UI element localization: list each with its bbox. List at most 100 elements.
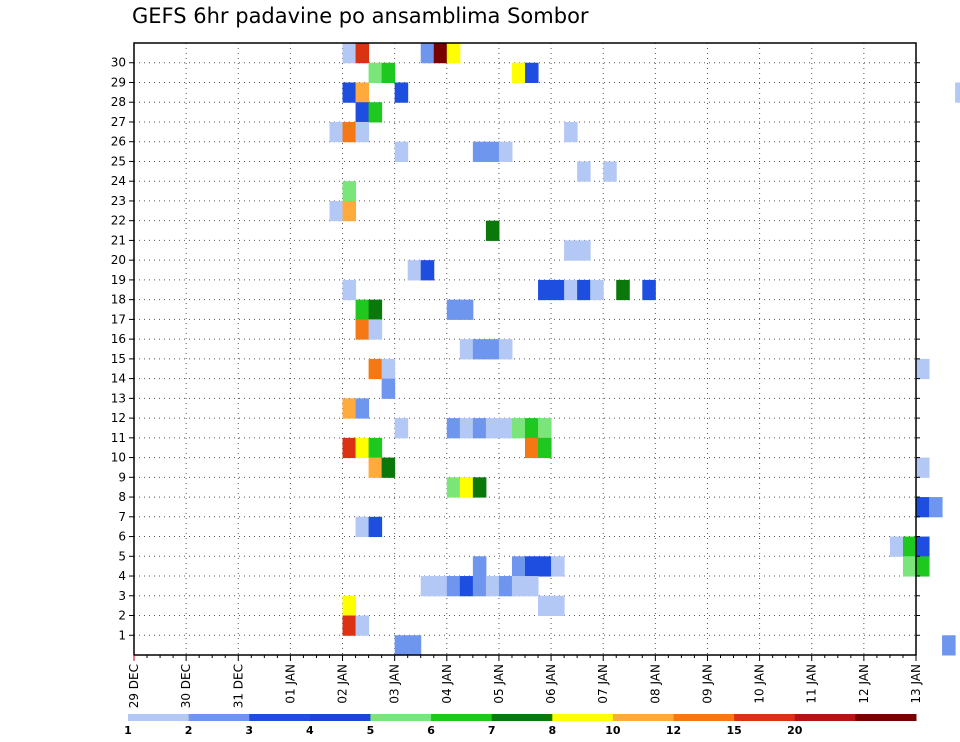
legend-swatch <box>673 714 735 721</box>
y-tick-label: 19 <box>111 273 126 287</box>
heatmap-cell <box>525 556 539 577</box>
heatmap-cell <box>368 358 383 380</box>
heatmap-cell <box>329 121 344 143</box>
legend-swatch <box>370 714 432 721</box>
heatmap-cell <box>355 319 370 340</box>
heatmap-cell <box>498 418 513 439</box>
legend-swatch <box>431 714 493 721</box>
heatmap-cell <box>525 576 539 597</box>
heatmap-cell <box>902 536 917 557</box>
y-tick-label: 17 <box>111 312 126 326</box>
legend-label: 1 <box>124 724 132 737</box>
y-tick-label: 13 <box>111 391 126 405</box>
heatmap-cell <box>511 62 526 83</box>
heatmap-cell <box>577 279 591 301</box>
legend-label: 12 <box>666 724 681 737</box>
x-tick-label: 29 DEC <box>127 664 141 708</box>
heatmap-cell <box>329 200 344 222</box>
x-tick-label: 13 JAN <box>909 664 923 704</box>
y-tick-label: 16 <box>111 332 126 346</box>
heatmap-cell <box>394 141 409 162</box>
legend-label: 5 <box>367 724 375 737</box>
heatmap-cell <box>916 556 930 577</box>
heatmap-cell <box>368 102 383 123</box>
y-tick-label: 15 <box>111 352 126 366</box>
y-tick-label: 7 <box>118 510 126 524</box>
heatmap-cell <box>342 121 357 143</box>
y-tick-label: 23 <box>111 194 126 208</box>
heatmap-cell <box>446 576 461 597</box>
y-tick-label: 22 <box>111 214 126 228</box>
heatmap-cell <box>525 437 539 459</box>
heatmap-cell <box>485 339 500 360</box>
x-tick-label: 05 JAN <box>492 664 506 704</box>
heatmap-cell <box>368 319 383 340</box>
heatmap-cell <box>342 398 357 419</box>
heatmap-cell <box>459 339 474 360</box>
heatmap-cell <box>498 141 513 162</box>
x-tick-label: 04 JAN <box>440 664 454 704</box>
heatmap-cell <box>459 299 474 320</box>
heatmap-cell <box>551 556 565 577</box>
y-tick-label: 27 <box>111 115 126 129</box>
y-tick-label: 24 <box>111 174 126 188</box>
legend-label: 4 <box>306 724 314 737</box>
heatmap-cell <box>511 576 526 597</box>
heatmap-cell <box>355 43 370 64</box>
legend-swatch <box>734 714 796 721</box>
heatmap-cell <box>538 418 552 439</box>
y-tick-label: 18 <box>111 293 126 307</box>
y-tick-label: 11 <box>111 431 126 445</box>
x-tick-label: 06 JAN <box>544 664 558 704</box>
heatmap-cell <box>485 141 500 162</box>
legend-swatch <box>309 714 371 721</box>
heatmap-cell <box>511 556 526 577</box>
heatmap-cell <box>472 141 487 162</box>
heatmap-cell <box>538 595 552 617</box>
heatmap-cell <box>355 516 370 538</box>
heatmap-cell <box>929 497 943 518</box>
legend-swatch <box>249 714 311 721</box>
heatmap-cell <box>889 536 904 557</box>
heatmap-cell <box>525 418 539 439</box>
heatmap-cell <box>368 299 383 320</box>
legend-label: 6 <box>427 724 435 737</box>
legend-swatch <box>794 714 856 721</box>
heatmap-cell <box>446 299 461 320</box>
y-tick-label: 12 <box>111 411 126 425</box>
heatmap-cell <box>381 378 396 399</box>
heatmap-cell <box>551 279 565 301</box>
heatmap-cell <box>459 418 474 439</box>
y-tick-label: 8 <box>118 490 126 504</box>
heatmap-cell <box>902 556 917 577</box>
heatmap-cell <box>498 339 513 360</box>
heatmap-cell <box>525 62 539 83</box>
heatmap-cell <box>368 437 383 459</box>
heatmap-cell <box>916 358 930 380</box>
heatmap-cell <box>381 62 396 83</box>
legend-swatch <box>612 714 675 721</box>
heatmap-cell <box>590 279 604 301</box>
heatmap-cell <box>342 615 357 636</box>
x-tick-label: 10 JAN <box>753 664 767 704</box>
y-tick-label: 26 <box>111 135 126 149</box>
heatmap-cell <box>446 418 461 439</box>
y-tick-label: 1 <box>118 628 126 642</box>
heatmap-cell <box>616 279 630 301</box>
heatmap-cell <box>942 635 956 656</box>
heatmap-cell <box>368 457 383 478</box>
y-tick-label: 25 <box>111 154 126 168</box>
heatmap-cell <box>420 260 435 281</box>
x-tick-label: 30 DEC <box>179 664 193 708</box>
heatmap-cell <box>355 102 370 123</box>
legend-label: 2 <box>185 724 193 737</box>
heatmap-cell <box>420 576 435 597</box>
y-tick-label: 28 <box>111 95 126 109</box>
heatmap-cell <box>472 339 487 360</box>
heatmap-cell <box>564 279 578 301</box>
y-tick-label: 2 <box>118 609 126 623</box>
y-tick-label: 6 <box>118 530 126 544</box>
heatmap-cell <box>472 418 487 439</box>
x-tick-label: 12 JAN <box>857 664 871 704</box>
y-tick-label: 3 <box>118 589 126 603</box>
